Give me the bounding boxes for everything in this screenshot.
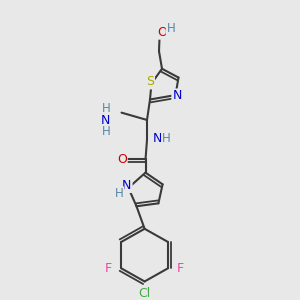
Text: S: S	[146, 75, 154, 88]
Text: O: O	[157, 26, 167, 39]
Text: H: H	[167, 22, 176, 35]
Text: H: H	[101, 125, 110, 138]
Text: N: N	[153, 132, 162, 145]
Text: O: O	[117, 153, 127, 166]
Text: N: N	[101, 114, 111, 127]
Text: F: F	[177, 262, 184, 275]
Text: H: H	[101, 102, 110, 115]
Text: N: N	[122, 179, 132, 192]
Text: N: N	[172, 89, 182, 103]
Text: H: H	[114, 187, 123, 200]
Text: F: F	[105, 262, 112, 275]
Text: H: H	[162, 132, 171, 145]
Text: Cl: Cl	[139, 287, 151, 300]
